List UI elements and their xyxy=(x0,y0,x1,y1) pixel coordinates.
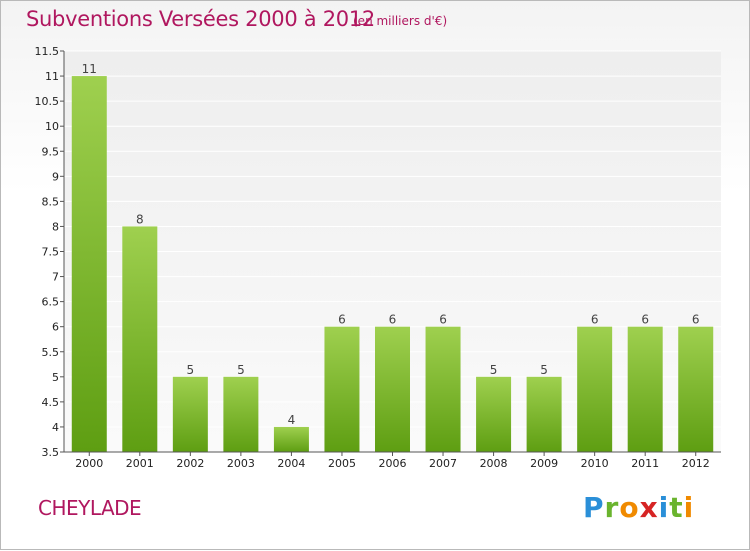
bar xyxy=(526,376,562,452)
bar xyxy=(122,226,158,452)
logo-letter: r xyxy=(604,491,620,524)
bar xyxy=(273,426,309,452)
x-tick-label: 2006 xyxy=(379,457,407,470)
x-tick-label: 2012 xyxy=(682,457,710,470)
chart-title: Subventions Versées 2000 à 2012 xyxy=(26,7,375,31)
logo-letter: P xyxy=(583,491,605,524)
bar xyxy=(627,326,663,452)
x-tick-label: 2009 xyxy=(530,457,558,470)
data-label: 6 xyxy=(641,313,649,327)
y-tick-label: 10 xyxy=(45,120,59,133)
x-tick-label: 2001 xyxy=(126,457,154,470)
bar xyxy=(425,326,461,452)
bar xyxy=(172,376,208,452)
x-tick-label: 2011 xyxy=(631,457,659,470)
data-label: 5 xyxy=(237,363,245,377)
commune-name: CHEYLADE xyxy=(38,496,142,520)
chart-units: (en milliers d'€) xyxy=(353,14,448,28)
data-label: 5 xyxy=(540,363,548,377)
x-tick-label: 2003 xyxy=(227,457,255,470)
y-tick-label: 5.5 xyxy=(42,346,60,359)
y-tick-label: 7.5 xyxy=(42,246,60,259)
y-tick-label: 4.5 xyxy=(42,396,60,409)
x-tick-label: 2005 xyxy=(328,457,356,470)
bar xyxy=(324,326,360,452)
bar xyxy=(678,326,714,452)
data-label: 8 xyxy=(136,212,144,226)
x-axis: 2000 2001 2002 2003 2004 2005 2006 2007 2008 2009… xyxy=(64,451,721,470)
data-label: 6 xyxy=(591,313,599,327)
x-tick-label: 2002 xyxy=(176,457,204,470)
data-label: 6 xyxy=(692,313,700,327)
proxiti-logo: Proxiti xyxy=(583,491,694,524)
y-tick-label: 5 xyxy=(52,371,59,384)
data-label: 5 xyxy=(490,363,498,377)
logo-letter: t xyxy=(669,491,684,524)
bar xyxy=(375,326,410,452)
y-tick-label: 6.5 xyxy=(42,296,60,309)
logo-letter: x xyxy=(639,491,659,524)
x-tick-label: 2000 xyxy=(75,457,103,470)
bar xyxy=(71,76,107,452)
y-axis: 3.5 4 4.5 5 5.5 6 6.5 7 7.5 8 8.5 9 9.5 10 10.5 11 11.5 xyxy=(35,45,65,459)
y-tick-label: 9 xyxy=(52,170,59,183)
y-tick-label: 8.5 xyxy=(42,195,60,208)
data-label: 6 xyxy=(439,313,447,327)
y-tick-label: 10.5 xyxy=(35,95,60,108)
bar xyxy=(577,326,613,452)
y-tick-label: 11.5 xyxy=(35,45,60,58)
logo-letter: o xyxy=(619,491,640,524)
logo-letter: i xyxy=(683,491,695,524)
x-tick-label: 2007 xyxy=(429,457,457,470)
y-tick-label: 4 xyxy=(52,421,59,434)
logo-letter: i xyxy=(658,491,670,524)
y-tick-label: 7 xyxy=(52,271,59,284)
data-label: 6 xyxy=(338,313,346,327)
y-tick-label: 9.5 xyxy=(42,145,60,158)
x-tick-label: 2004 xyxy=(277,457,305,470)
bar xyxy=(223,376,259,452)
bars: 11 8 5 5 4 6 6 6 5 5 6 6 6 xyxy=(71,62,714,452)
y-tick-label: 8 xyxy=(52,220,59,233)
y-tick-label: 11 xyxy=(45,70,59,83)
x-tick-label: 2008 xyxy=(480,457,508,470)
x-tick-label: 2010 xyxy=(581,457,609,470)
data-label: 6 xyxy=(389,313,397,327)
y-tick-label: 6 xyxy=(52,321,59,334)
data-label: 4 xyxy=(288,413,296,427)
bar xyxy=(476,376,512,452)
data-label: 11 xyxy=(82,62,97,76)
y-tick-label: 3.5 xyxy=(42,446,60,459)
data-label: 5 xyxy=(187,363,195,377)
